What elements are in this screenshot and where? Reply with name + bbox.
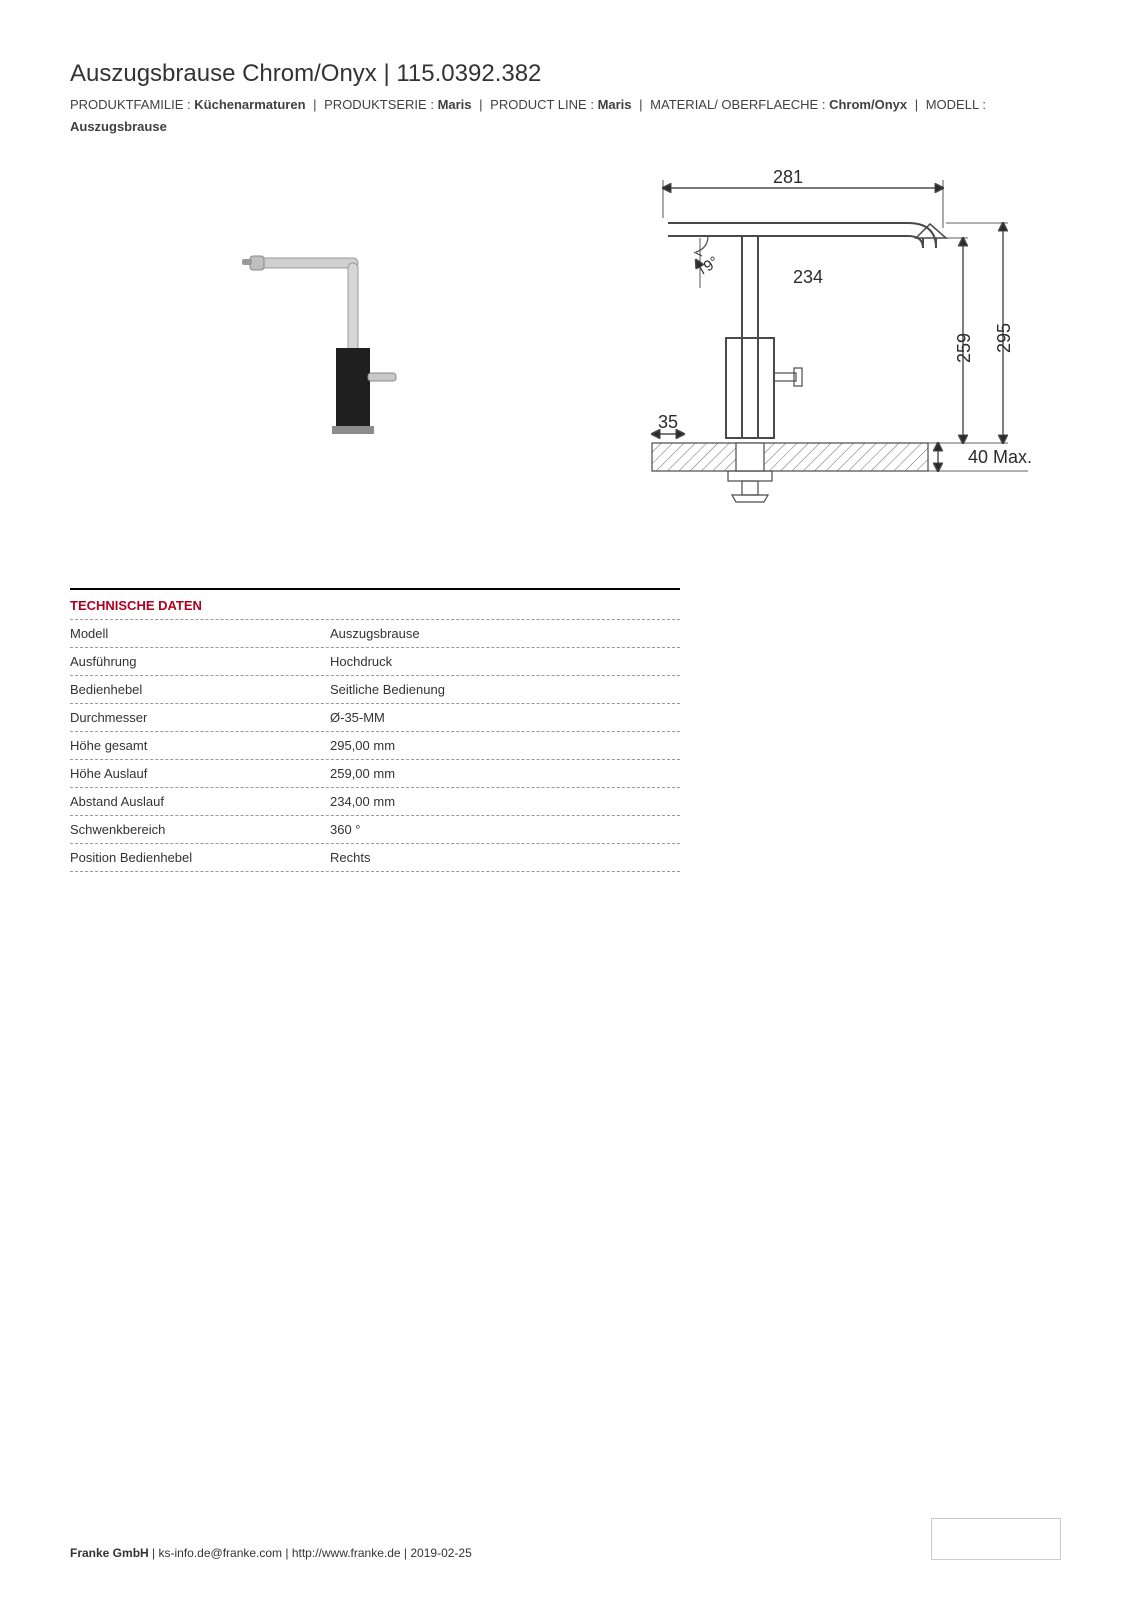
spec-value: 234,00 mm bbox=[330, 794, 680, 809]
product-image bbox=[70, 188, 546, 508]
faucet-render-svg bbox=[208, 228, 408, 468]
meta-value: Maris bbox=[438, 97, 472, 112]
meta-sep: | bbox=[639, 97, 646, 112]
technical-drawing: 281 9° 234 35 bbox=[586, 168, 1062, 528]
footer-logo-box bbox=[931, 1518, 1061, 1560]
spec-row: Höhe gesamt 295,00 mm bbox=[70, 732, 680, 760]
spec-value: Rechts bbox=[330, 850, 680, 865]
meta-label: PRODUCT LINE bbox=[490, 97, 587, 112]
spec-row: Bedienhebel Seitliche Bedienung bbox=[70, 676, 680, 704]
spec-value: Hochdruck bbox=[330, 654, 680, 669]
spec-value: Ø-35-MM bbox=[330, 710, 680, 725]
spec-label: Durchmesser bbox=[70, 710, 330, 725]
spec-label: Schwenkbereich bbox=[70, 822, 330, 837]
spec-row: Position Bedienhebel Rechts bbox=[70, 844, 680, 872]
spec-label: Höhe gesamt bbox=[70, 738, 330, 753]
spec-value: 295,00 mm bbox=[330, 738, 680, 753]
meta-label: PRODUKTSERIE bbox=[324, 97, 427, 112]
page-footer: Franke GmbH | ks-info.de@franke.com | ht… bbox=[70, 1518, 1061, 1560]
spec-row: Durchmesser Ø-35-MM bbox=[70, 704, 680, 732]
meta-label: MODELL bbox=[926, 97, 979, 112]
spec-table: TECHNISCHE DATEN Modell Auszugsbrause Au… bbox=[70, 588, 680, 872]
spec-value: Auszugsbrause bbox=[330, 626, 680, 641]
spec-label: Position Bedienhebel bbox=[70, 850, 330, 865]
meta-value: Auszugsbrause bbox=[70, 119, 167, 134]
spec-row: Ausführung Hochdruck bbox=[70, 648, 680, 676]
spec-row: Höhe Auslauf 259,00 mm bbox=[70, 760, 680, 788]
product-meta: PRODUKTFAMILIE : Küchenarmaturen | PRODU… bbox=[70, 94, 1061, 138]
meta-value: Maris bbox=[598, 97, 632, 112]
spec-label: Modell bbox=[70, 626, 330, 641]
footer-email: ks-info.de@franke.com bbox=[158, 1546, 282, 1560]
spec-value: 360 ° bbox=[330, 822, 680, 837]
dim-height-spout: 259 bbox=[954, 333, 974, 363]
spec-row: Abstand Auslauf 234,00 mm bbox=[70, 788, 680, 816]
dim-counter-max: 40 Max. bbox=[968, 447, 1032, 467]
spec-label: Bedienhebel bbox=[70, 682, 330, 697]
footer-company: Franke GmbH bbox=[70, 1546, 149, 1560]
meta-label: MATERIAL/ OBERFLAECHE bbox=[650, 97, 818, 112]
spec-value: Seitliche Bedienung bbox=[330, 682, 680, 697]
images-row: 281 9° 234 35 bbox=[70, 168, 1061, 528]
meta-value: Küchenarmaturen bbox=[194, 97, 305, 112]
footer-date: 2019-02-25 bbox=[410, 1546, 471, 1560]
dim-hole: 35 bbox=[658, 412, 678, 432]
spec-label: Höhe Auslauf bbox=[70, 766, 330, 781]
spec-table-title: TECHNISCHE DATEN bbox=[70, 590, 680, 620]
meta-sep: | bbox=[479, 97, 486, 112]
dim-height-total: 295 bbox=[994, 323, 1014, 353]
spec-row: Modell Auszugsbrause bbox=[70, 620, 680, 648]
dim-width-top: 281 bbox=[773, 168, 803, 187]
meta-sep: | bbox=[313, 97, 320, 112]
meta-label: PRODUKTFAMILIE bbox=[70, 97, 183, 112]
spec-row: Schwenkbereich 360 ° bbox=[70, 816, 680, 844]
footer-url: http://www.franke.de bbox=[292, 1546, 401, 1560]
dim-reach: 234 bbox=[793, 267, 823, 287]
spec-label: Ausführung bbox=[70, 654, 330, 669]
spec-label: Abstand Auslauf bbox=[70, 794, 330, 809]
technical-drawing-svg: 281 9° 234 35 bbox=[608, 168, 1038, 528]
dim-angle: 9° bbox=[701, 253, 723, 275]
spec-value: 259,00 mm bbox=[330, 766, 680, 781]
footer-text: Franke GmbH | ks-info.de@franke.com | ht… bbox=[70, 1546, 472, 1560]
page-title: Auszugsbrause Chrom/Onyx | 115.0392.382 bbox=[70, 60, 1061, 88]
meta-sep: | bbox=[915, 97, 922, 112]
meta-value: Chrom/Onyx bbox=[829, 97, 907, 112]
